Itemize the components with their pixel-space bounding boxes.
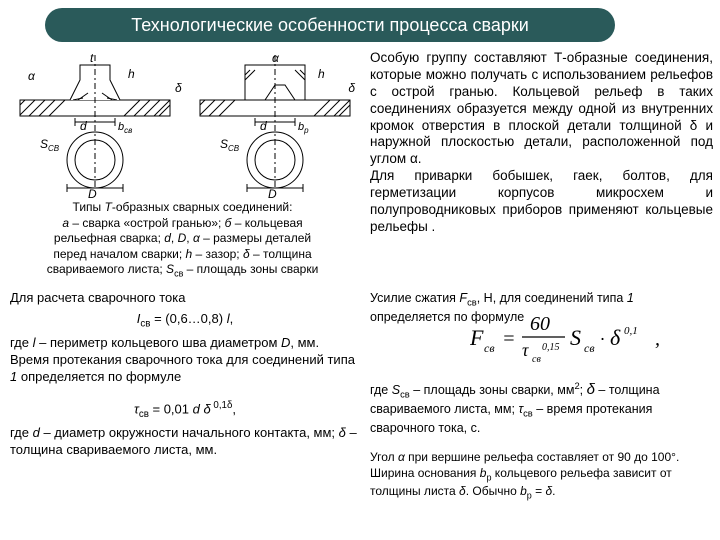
svg-text:D: D <box>268 187 277 200</box>
svg-text:τ: τ <box>522 340 529 360</box>
diagram-caption: Типы Т-образных сварных соединений: а – … <box>10 200 355 280</box>
svg-text:t: t <box>90 51 94 65</box>
svg-text:S: S <box>570 325 581 350</box>
svg-text:h: h <box>318 67 325 81</box>
svg-text:δ: δ <box>175 81 182 95</box>
svg-text:δ: δ <box>348 81 355 95</box>
joint-diagram: α t h δ d bсв SСВ D α h δ d bр SСВ D <box>10 50 360 200</box>
svg-text:α: α <box>272 51 280 65</box>
svg-text:cв: cв <box>584 341 595 355</box>
svg-text:·: · <box>600 329 605 349</box>
svg-text:bр: bр <box>298 121 309 135</box>
svg-text:0,15: 0,15 <box>542 342 560 353</box>
svg-text:h: h <box>128 67 135 81</box>
svg-text:α: α <box>28 69 36 83</box>
svg-text:d: d <box>80 119 87 133</box>
svg-text:0,1: 0,1 <box>624 325 638 337</box>
svg-text:60: 60 <box>530 313 550 335</box>
angle-note: Угол α при вершине рельефа составляет от… <box>370 450 710 502</box>
svg-text:=: = <box>502 328 516 350</box>
svg-text:D: D <box>88 187 97 200</box>
main-paragraph: Особую группу составляют Т-образные соед… <box>370 50 713 236</box>
force-formula: F cв = 60 τ св 0,15 S cв · δ 0,1 , <box>470 310 680 365</box>
svg-text:cв: cв <box>484 341 495 355</box>
svg-text:SСВ: SСВ <box>220 137 240 153</box>
page-title: Технологические особенности процесса сва… <box>45 8 615 42</box>
svg-text:d: d <box>260 119 267 133</box>
svg-text:SСВ: SСВ <box>40 137 60 153</box>
current-calc-block: Для расчета сварочного тока Iсв = (0,6…0… <box>10 290 360 459</box>
svg-text:bсв: bсв <box>118 121 132 135</box>
svg-text:,: , <box>655 328 660 350</box>
svg-text:F: F <box>470 325 484 350</box>
svg-text:св: св <box>532 354 541 365</box>
svg-text:δ: δ <box>610 325 621 350</box>
force-where: где Sсв – площадь зоны сварки, мм2; δ – … <box>370 380 710 436</box>
